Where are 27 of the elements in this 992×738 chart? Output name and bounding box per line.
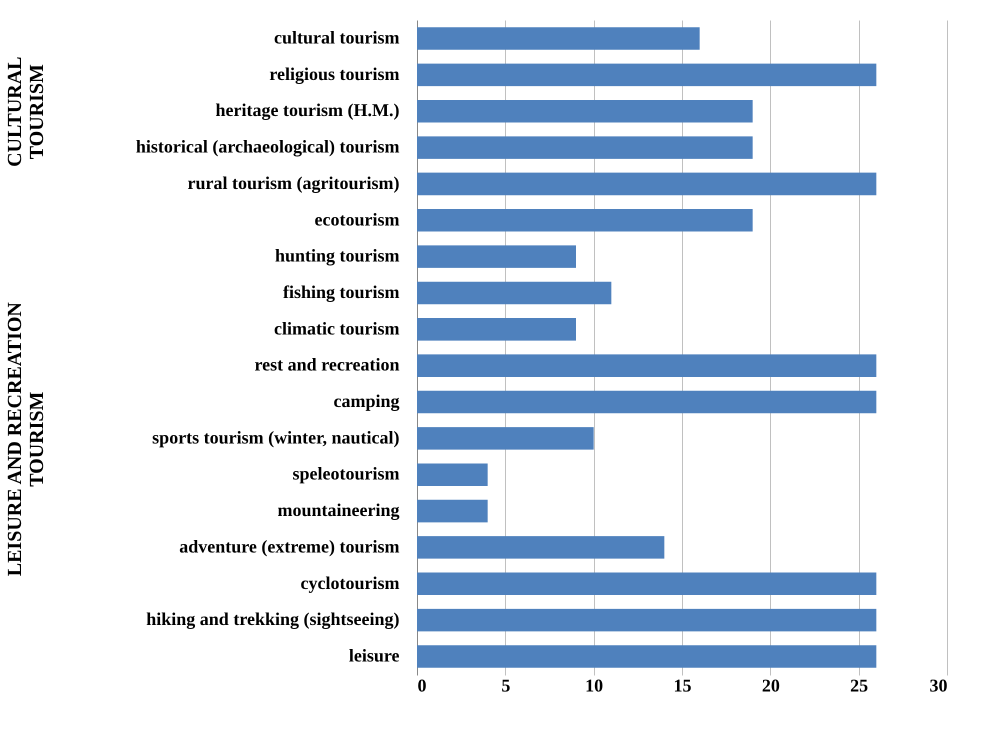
x-tick-label: 10 [585, 676, 604, 696]
y-tick-label: leisure [348, 645, 400, 666]
x-tick-label: 25 [850, 676, 868, 696]
y-tick-label: rest and recreation [254, 354, 400, 375]
y-tick-label: cultural tourism [274, 28, 400, 48]
y-tick-label: ecotourism [314, 209, 400, 230]
y-tick-label: climatic tourism [274, 318, 400, 338]
text: LEISURE AND RECREATION TOURISM [4, 302, 48, 576]
y-tick-label: historical (archaeological) tourism [136, 136, 400, 157]
x-tick-label: 0 [418, 676, 426, 696]
y-tick-label: hiking and trekking (sightseeing) [146, 609, 400, 630]
x-tick-label: 5 [501, 676, 510, 696]
y-tick-label: religious tourism [269, 64, 400, 84]
y-tick-label: fishing tourism [282, 282, 400, 302]
y-tick-label: cyclotourism [300, 572, 400, 593]
x-tick-label: 15 [674, 676, 692, 696]
x-tick-label: 20 [762, 676, 780, 696]
y-tick-label: adventure (extreme) tourism [179, 536, 400, 556]
y-tick-label: rural tourism (agritourism) [188, 172, 400, 193]
text: CULTURAL TOURISM [4, 56, 48, 167]
y-tick-label: speleotourism [292, 464, 400, 484]
y-tick-label: sports tourism (winter, nautical) [152, 427, 400, 448]
y-tick-label: heritage tourism (H.M.) [216, 100, 400, 120]
x-tick-label: 30 [930, 676, 948, 696]
y-tick-label: camping [333, 391, 400, 412]
y-tick-label: hunting tourism [274, 246, 400, 266]
y-tick-label: mountaineering [277, 500, 400, 520]
